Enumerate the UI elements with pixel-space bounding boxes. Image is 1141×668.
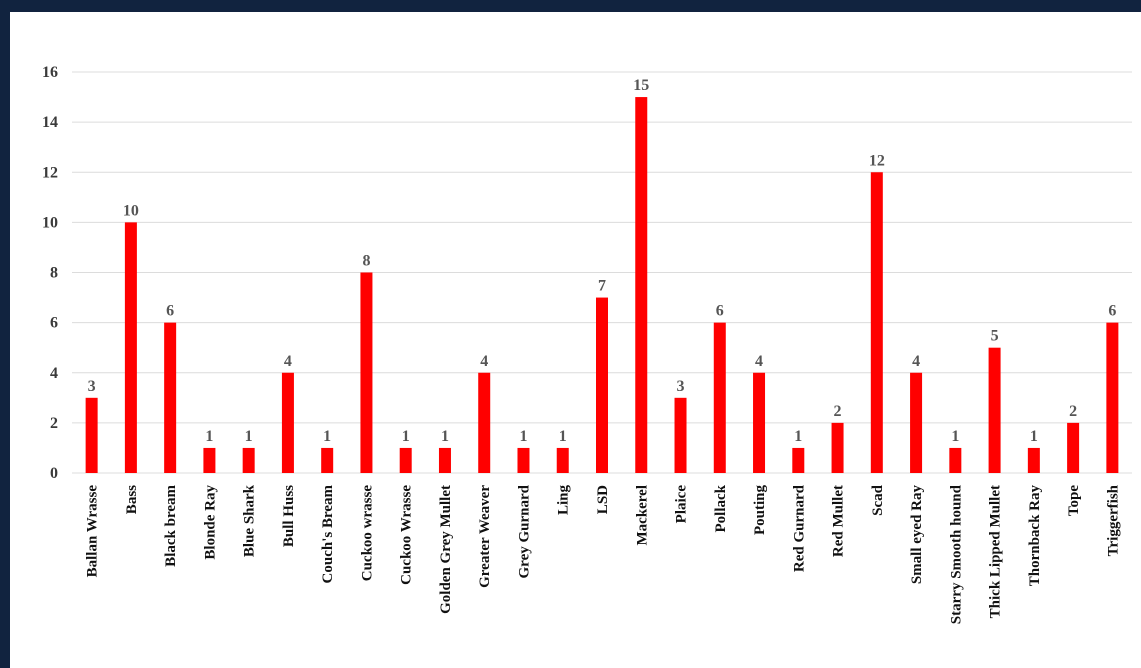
- data-label: 1: [951, 428, 959, 445]
- data-label: 8: [362, 253, 370, 270]
- x-tick-label: Cuckoo wrasse: [359, 485, 375, 582]
- x-tick-label: Red Gurnard: [791, 484, 807, 572]
- data-label: 4: [480, 353, 488, 370]
- data-label: 6: [1108, 303, 1116, 320]
- bar: [596, 297, 608, 473]
- bars: [85, 97, 1119, 473]
- bar: [556, 447, 569, 473]
- bar: [674, 397, 687, 473]
- bar: [1027, 447, 1040, 473]
- y-tick-label: 8: [50, 265, 58, 282]
- data-label: 1: [441, 428, 449, 445]
- bar: [242, 447, 255, 473]
- data-label: 3: [677, 378, 685, 395]
- data-label: 1: [205, 428, 213, 445]
- bar: [1106, 322, 1119, 473]
- bar: [438, 447, 451, 473]
- data-label: 1: [323, 428, 331, 445]
- x-tick-label: Ballan Wrasse: [85, 485, 101, 578]
- x-tick-label: LSD: [595, 485, 611, 514]
- data-label: 1: [794, 428, 802, 445]
- y-tick-label: 10: [42, 214, 58, 231]
- bar: [164, 322, 177, 473]
- x-tick-label: Plaice: [674, 485, 690, 524]
- x-tick-label: Couch's Bream: [320, 485, 336, 584]
- y-tick-label: 2: [50, 415, 58, 432]
- bar: [635, 97, 648, 473]
- data-label: 10: [123, 202, 139, 219]
- data-label: 2: [1069, 403, 1077, 420]
- x-tick-label: Bass: [124, 485, 140, 514]
- data-label: 1: [402, 428, 410, 445]
- data-label: 1: [559, 428, 567, 445]
- y-tick-label: 16: [42, 64, 58, 81]
- x-tick-label: Pollack: [713, 484, 729, 532]
- data-label: 6: [166, 303, 174, 320]
- data-label: 15: [633, 77, 649, 94]
- data-label: 5: [991, 328, 999, 345]
- data-label: 4: [912, 353, 920, 370]
- x-tick-label: Small eyed Ray: [909, 485, 925, 585]
- data-label: 12: [869, 152, 885, 169]
- gridlines: [72, 71, 1132, 474]
- x-tick-label: Black bream: [163, 485, 179, 567]
- data-label: 7: [598, 278, 606, 295]
- data-label: 6: [716, 303, 724, 320]
- bar: [988, 347, 1001, 473]
- data-label: 4: [284, 353, 292, 370]
- bar: [1067, 422, 1080, 473]
- x-tick-label: Thick Lipped Mullet: [988, 485, 1004, 618]
- bar: [792, 447, 805, 473]
- y-tick-label: 12: [42, 164, 58, 181]
- x-tick-label: Tope: [1066, 485, 1082, 516]
- bar: [281, 372, 294, 473]
- x-tick-label: Scad: [870, 484, 886, 516]
- bar: [753, 372, 766, 473]
- x-tick-label: Greater Weaver: [477, 485, 493, 588]
- y-tick-label: 0: [50, 465, 58, 482]
- bar: [124, 222, 137, 473]
- data-label: 2: [834, 403, 842, 420]
- data-label: 1: [1030, 428, 1038, 445]
- x-tick-label: Mackerel: [634, 485, 650, 546]
- x-tick-label: Bull Huss: [281, 485, 297, 547]
- bar: [85, 397, 98, 473]
- bar: [478, 372, 491, 473]
- bar: [949, 447, 962, 473]
- y-axis: 0 2 4 6 8 10 12 14 16: [42, 64, 58, 482]
- data-label: 4: [755, 353, 763, 370]
- bar: [360, 272, 373, 473]
- x-axis: Ballan Wrasse Bass Black bream Blonde Ray Bl…: [85, 484, 1122, 624]
- bar: [831, 422, 844, 473]
- x-tick-label: Pouting: [752, 485, 768, 536]
- x-tick-label: Blonde Ray: [202, 485, 218, 560]
- bar: [910, 372, 923, 473]
- x-tick-label: Grey Gurnard: [516, 484, 532, 578]
- x-tick-label: Red Mullet: [831, 485, 847, 557]
- bar: [870, 172, 883, 473]
- x-tick-label: Golden Grey Mullet: [438, 485, 454, 614]
- bar: [517, 447, 530, 473]
- x-tick-label: Triggerfish: [1105, 484, 1121, 556]
- bar: [399, 447, 412, 473]
- x-tick-label: Cuckoo Wrasse: [399, 485, 415, 585]
- chart-panel: 0 2 4 6 8 10 12 14 16 3 10 6 1 1 4 1 8 1 1 4 1 1 7 15 3 6 4 1 2 12 4 1…: [10, 12, 1141, 668]
- bar: [203, 447, 216, 473]
- bar: [321, 447, 334, 473]
- x-tick-label: Ling: [556, 485, 572, 516]
- bar: [713, 322, 726, 473]
- y-tick-label: 4: [50, 365, 58, 382]
- data-label: 1: [519, 428, 527, 445]
- y-tick-label: 6: [50, 315, 58, 332]
- y-tick-label: 14: [42, 114, 58, 131]
- data-label: 3: [88, 378, 96, 395]
- x-tick-label: Blue Shark: [242, 484, 258, 557]
- data-label: 1: [245, 428, 253, 445]
- x-tick-label: Starry Smooth hound: [948, 484, 964, 624]
- x-tick-label: Thornback Ray: [1027, 485, 1043, 587]
